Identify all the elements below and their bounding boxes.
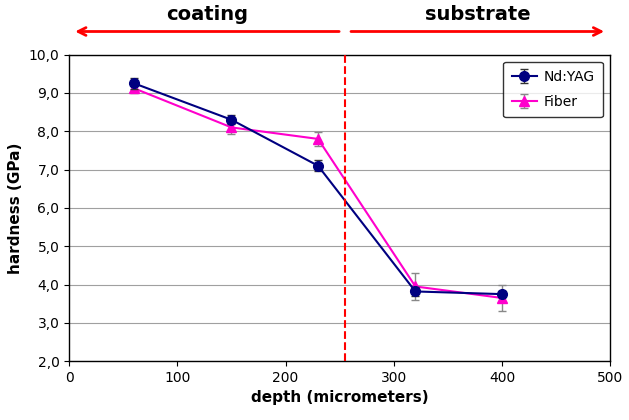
- Text: coating: coating: [166, 5, 248, 24]
- X-axis label: depth (micrometers): depth (micrometers): [251, 391, 428, 405]
- Text: substrate: substrate: [425, 5, 530, 24]
- Y-axis label: hardness (GPa): hardness (GPa): [8, 142, 23, 273]
- Legend: Nd:YAG, Fiber: Nd:YAG, Fiber: [503, 62, 603, 117]
